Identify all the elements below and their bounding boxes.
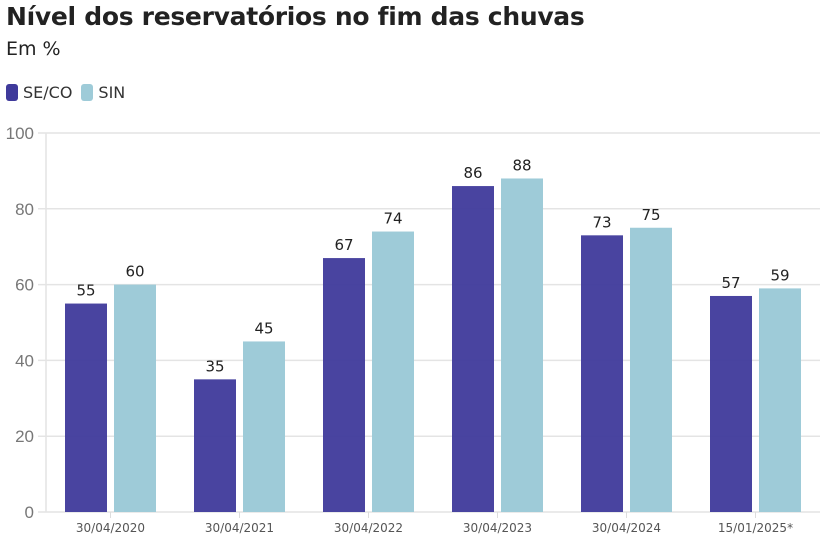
y-tick-label: 0 [25,503,34,522]
bar-sin [630,227,672,512]
data-label: 75 [641,206,660,224]
bar-sin [372,231,414,513]
bar-seco [452,186,494,512]
data-label: 59 [770,266,789,284]
y-tick-label: 100 [6,124,34,143]
data-label: 45 [254,319,273,337]
data-label: 55 [76,282,95,300]
bar-seco [194,379,236,512]
data-label: 57 [721,274,740,292]
bar-seco [323,258,365,512]
data-label: 35 [205,357,224,375]
bar-sin [243,341,285,512]
x-tick-label: 30/04/2020 [76,521,145,535]
data-label: 67 [334,236,353,254]
legend-item-seco[interactable]: SE/CO [6,83,72,102]
bar-seco [710,295,752,512]
data-label: 86 [463,164,482,182]
x-tick-label: 30/04/2024 [592,521,661,535]
legend: SE/CO SIN [6,83,134,102]
bar-sin [501,178,543,513]
legend-swatch [6,84,18,101]
legend-label: SE/CO [23,83,73,102]
data-label: 88 [512,156,531,174]
y-tick-label: 80 [15,200,34,219]
data-label: 60 [125,263,144,281]
bar-seco [65,303,107,512]
x-tick-label: 30/04/2023 [463,521,532,535]
chart-subtitle: Em % [6,38,61,60]
y-tick-label: 20 [15,427,34,446]
legend-label: SIN [98,83,126,102]
x-tick-label: 15/01/2025* [718,521,793,535]
chart-title: Nível dos reservatórios no fim das chuva… [6,2,585,31]
bar-sin [114,284,156,512]
data-label: 73 [592,213,611,231]
x-tick-label: 30/04/2022 [334,521,403,535]
bar-seco [581,235,623,512]
y-tick-label: 60 [15,276,34,295]
x-tick-label: 30/04/2021 [205,521,274,535]
bar-sin [759,288,801,512]
data-label: 74 [383,210,402,228]
y-tick-label: 40 [15,351,34,370]
legend-item-sin[interactable]: SIN [81,83,125,102]
legend-swatch [81,84,94,101]
